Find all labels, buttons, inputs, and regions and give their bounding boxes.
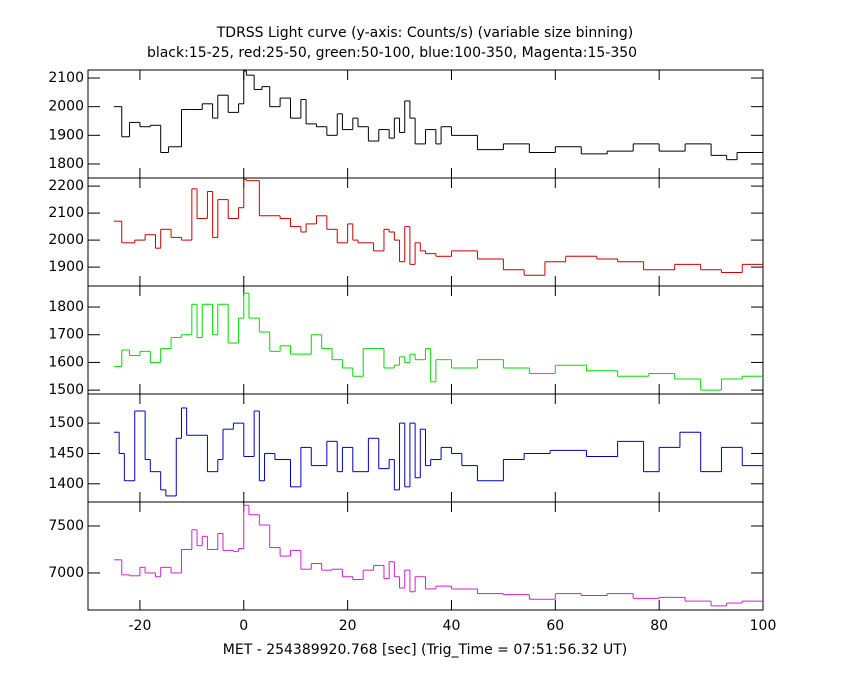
panel-frame (87, 69, 764, 179)
x-axis-label: MET - 254389920.768 [sec] (Trig_Time = 0… (223, 642, 627, 658)
y-tick-label: 1500 (48, 382, 84, 398)
panel-frame (87, 285, 764, 395)
y-tick-label: 7000 (48, 565, 84, 581)
y-tick-label: 1500 (48, 415, 84, 431)
x-tick-label: 0 (239, 618, 248, 634)
x-tick-label: 60 (546, 618, 564, 634)
x-tick-label: 40 (443, 618, 461, 634)
x-tick-label: -20 (128, 618, 151, 634)
chart-title: TDRSS Light curve (y-axis: Counts/s) (va… (216, 25, 634, 41)
panel-frame (87, 501, 764, 611)
y-tick-label: 2100 (48, 70, 84, 86)
y-tick-label: 1400 (48, 476, 84, 492)
y-tick-label: 2100 (48, 205, 84, 221)
y-tick-label: 2200 (48, 178, 84, 194)
y-tick-label: 2000 (48, 99, 84, 115)
y-tick-label: 1800 (48, 156, 84, 172)
y-tick-label: 1700 (48, 327, 84, 343)
y-tick-label: 1900 (48, 259, 84, 275)
chart-subtitle: black:15-25, red:25-50, green:50-100, bl… (147, 45, 637, 61)
x-tick-label: 20 (339, 618, 357, 634)
y-tick-label: 7500 (48, 518, 84, 534)
x-tick-label: 80 (650, 618, 668, 634)
y-tick-label: 1800 (48, 299, 84, 315)
y-tick-label: 1600 (48, 354, 84, 370)
y-tick-label: 1900 (48, 127, 84, 143)
y-tick-label: 1450 (48, 445, 84, 461)
y-tick-label: 2000 (48, 232, 84, 248)
x-tick-label: 100 (750, 618, 777, 634)
